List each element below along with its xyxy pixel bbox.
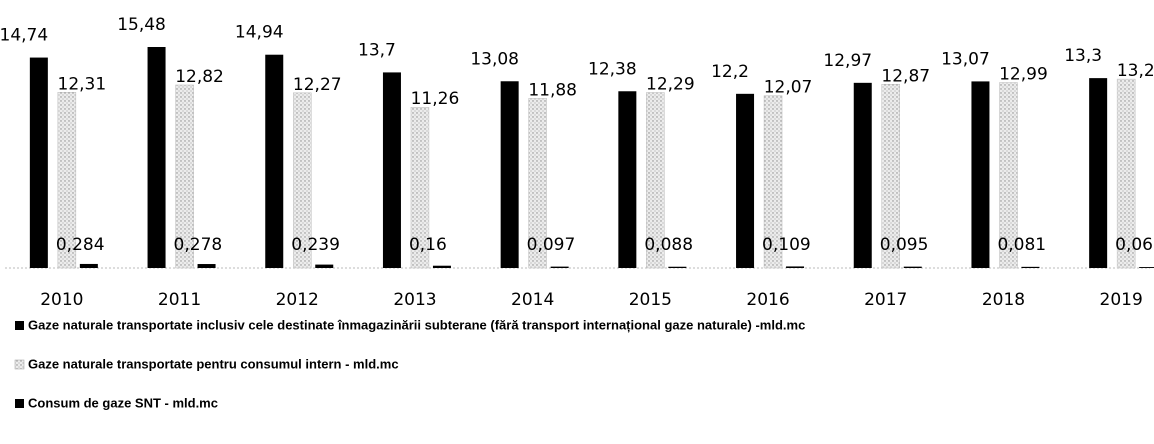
legend-swatch [15,399,24,408]
x-tick-label: 2016 [746,290,789,310]
data-label: 0,284 [56,235,105,255]
bar [175,84,194,269]
data-label: 0,109 [762,235,811,255]
data-label: 11,88 [528,80,577,100]
bar [853,82,872,268]
legend-label: Gaze naturale transportate inclusiv cele… [28,317,805,332]
x-tick-label: 2019 [1100,290,1143,310]
data-label: 12,97 [823,51,872,71]
x-tick-label: 2012 [276,290,319,310]
data-label: 15,48 [117,15,166,35]
data-label: 0,278 [174,235,223,255]
data-label: 12,27 [293,75,342,95]
x-tick-label: 2010 [40,290,83,310]
bar [550,266,569,268]
bar [881,84,900,269]
bar [646,92,665,269]
data-label: 0,088 [644,235,693,255]
x-tick-label: 2013 [393,290,436,310]
data-label: 12,38 [588,59,637,79]
bar [618,91,637,268]
data-label: 14,94 [235,23,284,43]
legend-swatch [15,321,24,330]
data-label: 12,07 [764,78,813,98]
bar [57,92,77,269]
bar [1116,78,1136,269]
bar [971,81,990,268]
bar [763,95,783,269]
bar [1089,78,1108,268]
data-label: 12,29 [646,75,695,95]
bar [903,266,922,268]
bar [293,92,312,269]
data-label: 12,99 [999,65,1048,85]
data-label: 0,239 [291,235,340,255]
bar [382,72,401,269]
data-label: 0,16 [409,235,447,255]
bar [1021,266,1040,268]
data-label: 12,31 [58,74,107,94]
data-label: 11,26 [411,89,460,109]
x-tick-label: 2011 [158,290,201,310]
legend-swatch [14,359,25,370]
data-label: 13,23 [1117,61,1154,81]
bar [432,265,451,268]
x-tick-label: 2015 [629,290,672,310]
x-tick-label: 2014 [511,290,554,310]
bar [410,106,430,269]
legend-label: Gaze naturale transportate pentru consum… [28,356,399,371]
data-label: 12,87 [881,66,930,86]
bar [29,57,48,268]
data-label: 13,08 [470,49,519,69]
x-tick-label: 2017 [864,290,907,310]
bar [528,98,547,269]
data-label: 0,097 [527,235,576,255]
bar [786,266,805,268]
data-label: 12,82 [175,67,224,87]
bar [197,264,216,268]
bar [79,263,98,268]
bar [265,54,284,268]
bar [999,82,1018,269]
bar [736,93,755,268]
bar [147,47,166,268]
data-label: 14,74 [0,26,48,46]
bar [315,264,334,268]
data-label: 0,095 [880,235,929,255]
data-label: 13,07 [941,49,990,69]
legend-label: Consum de gaze SNT - mld.mc [28,395,218,410]
data-label: 12,2 [711,62,749,82]
data-label: 13,7 [358,40,396,60]
bar [1139,267,1154,268]
x-tick-label: 2018 [982,290,1025,310]
data-label: 13,3 [1064,46,1102,66]
data-label: 0,081 [997,235,1046,255]
bar [668,266,687,268]
data-label: 0,065 [1115,235,1154,255]
bar [500,81,519,268]
